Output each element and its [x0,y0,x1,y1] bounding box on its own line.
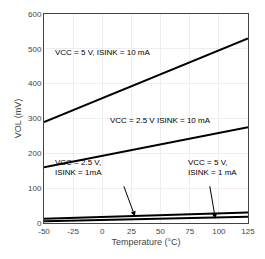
svg-text:300: 300 [28,114,42,123]
svg-text:125: 125 [241,227,255,236]
svg-text:200: 200 [28,149,42,158]
svg-text:600: 600 [28,10,42,19]
svg-text:VCC = 2.5 V ISINK = 10 mA: VCC = 2.5 V ISINK = 10 mA [110,116,211,125]
svg-text:VCC = 5 V, ISINK = 10 mA: VCC = 5 V, ISINK = 10 mA [55,48,151,57]
svg-text:VCC = 5 V,ISINK = 1 mA: VCC = 5 V,ISINK = 1 mA [188,158,237,177]
svg-text:0: 0 [37,219,42,228]
svg-text:0: 0 [100,227,105,236]
svg-text:Temperature (°C): Temperature (°C) [111,237,180,247]
svg-text:75: 75 [185,227,194,236]
svg-text:50: 50 [156,227,165,236]
svg-text:100: 100 [212,227,226,236]
svg-text:-50: -50 [38,227,50,236]
svg-text:500: 500 [28,45,42,54]
svg-text:100: 100 [28,184,42,193]
svg-text:VCC = 2.5 V,ISINK = 1mA: VCC = 2.5 V,ISINK = 1mA [55,158,102,177]
svg-text:VOL (mV): VOL (mV) [13,99,23,139]
svg-text:400: 400 [28,79,42,88]
svg-text:-25: -25 [67,227,79,236]
svg-text:25: 25 [127,227,136,236]
